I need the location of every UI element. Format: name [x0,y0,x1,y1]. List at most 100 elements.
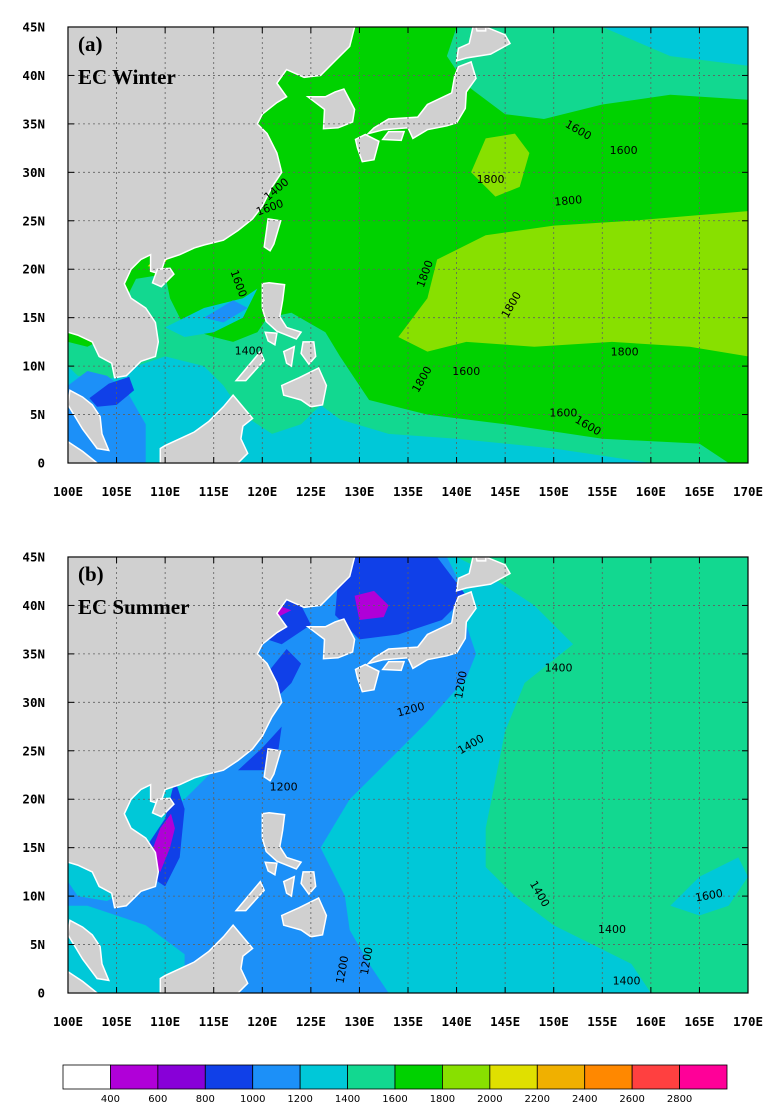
x-tick-label: 135E [393,484,423,499]
land-honshu [365,60,477,140]
land-kyushu [354,663,380,693]
colorbar-box [394,1064,443,1090]
y-tick-label: 40N [22,68,45,83]
colorbar-svg: 400 600 800 1000 1200 1400 1600 1800 2000 2200 240… [62,1064,728,1105]
y-tick-label: 45N [22,20,45,35]
x-tick-label: 130E [344,484,374,499]
colorbar-label: 1200 [287,1094,312,1105]
land-borneo [159,924,254,993]
x-tick-label: 155E [587,1014,617,1029]
land-kyushu [354,133,380,163]
land-luzon [261,282,303,340]
y-tick-label: 0 [37,986,45,1001]
x-tick-label: 120E [247,484,277,499]
colorbar-label: 1800 [430,1094,455,1105]
x-tick-label: 140E [442,1014,472,1029]
y-tick-label: 5N [30,937,45,952]
field-2000-patch [471,133,530,197]
y-tick-label: 20N [22,792,45,807]
field-1400-northeast [602,27,748,66]
colorbar-box [347,1064,396,1090]
contour-label: 1200 [270,781,298,794]
land-malay [68,919,111,982]
winter-map: 100E 105E 110E 115E 120E 125E 130E 135E 140E 145E… [22,20,763,500]
land-sakhalin [475,557,487,562]
colorbar-box [584,1064,633,1090]
colorbar-label: 2200 [525,1094,550,1105]
y-tick-label: 35N [22,116,45,131]
winter-map-panel: 100E 105E 110E 115E 120E 125E 130E 135E 140E 145E… [0,0,780,510]
land-visayas1 [282,875,296,898]
contour-label: 1600 [610,144,638,157]
colorbar-label: 1000 [240,1094,265,1105]
land-mindanao [280,896,328,938]
field-1000-gulf [89,376,135,407]
land-korea [305,618,356,660]
colorbar: 400 600 800 1000 1200 1400 1600 1800 2000 2200 240… [0,1055,780,1114]
panel-title: EC Winter [78,65,176,89]
y-tick-label: 35N [22,646,45,661]
land-sumatra [68,440,99,463]
x-tick-label: 160E [636,484,666,499]
land-asia [68,27,356,379]
contour-label: 1400 [235,345,263,358]
land-sumatra [68,970,99,993]
x-tick-label: 110E [150,1014,180,1029]
y-tick-label: 25N [22,743,45,758]
field-1400-patch [670,857,748,916]
land-hokkaido [455,27,512,62]
y-tick-label: 30N [22,165,45,180]
land-asia [68,557,356,909]
colorbar-box [110,1064,159,1090]
field-600-japan-sea [354,590,389,620]
y-tick-label: 25N [22,213,45,228]
land-borneo [159,394,254,463]
summer-map-panel: 100E 105E 110E 115E 120E 125E 130E 135E 140E 145E… [0,530,780,1040]
x-tick-label: 125E [296,1014,326,1029]
y-tick-label: 30N [22,695,45,710]
colorbar-box [536,1064,586,1090]
contour-label: 1400 [545,661,573,674]
colorbar-box [204,1064,254,1090]
x-tick-label: 145E [490,484,520,499]
land-malay [68,389,111,452]
field-1400-scs [165,288,258,337]
colorbar-label: 2400 [572,1094,597,1105]
land-visayas1 [282,345,296,368]
panel-title: EC Summer [78,595,189,619]
x-tick-label: 165E [684,484,714,499]
colorbar-label: 2800 [667,1094,692,1105]
colorbar-box [157,1064,206,1090]
y-tick-label: 10N [22,359,45,374]
x-tick-label: 165E [684,1014,714,1029]
colorbar-label: 600 [148,1094,167,1105]
x-tick-label: 100E [53,1014,83,1029]
land-palawan [234,350,266,382]
panel-letter: (a) [78,32,103,56]
x-tick-label: 155E [587,484,617,499]
colorbar-label: 2000 [477,1094,502,1105]
land-hokkaido [455,557,512,592]
x-tick-label: 105E [102,1014,132,1029]
land-shikoku [381,660,406,672]
land-hainan [151,267,175,288]
colorbar-box [489,1064,538,1090]
summer-map: 100E 105E 110E 115E 120E 125E 130E 135E 140E 145E… [22,550,763,1030]
x-tick-label: 170E [733,484,763,499]
colorbar-box [62,1064,111,1090]
y-tick-label: 15N [22,840,45,855]
y-tick-label: 20N [22,262,45,277]
x-tick-label: 135E [393,1014,423,1029]
land-korea [305,88,356,130]
field-1200-scs [204,300,248,323]
y-tick-label: 10N [22,889,45,904]
x-tick-label: 145E [490,1014,520,1029]
colorbar-box [631,1064,680,1090]
x-tick-label: 110E [150,484,180,499]
x-tick-label: 115E [199,1014,229,1029]
contour-label: 1200 [358,946,376,976]
y-tick-label: 0 [37,456,45,471]
y-tick-label: 45N [22,550,45,565]
x-tick-label: 160E [636,1014,666,1029]
x-tick-label: 140E [442,484,472,499]
